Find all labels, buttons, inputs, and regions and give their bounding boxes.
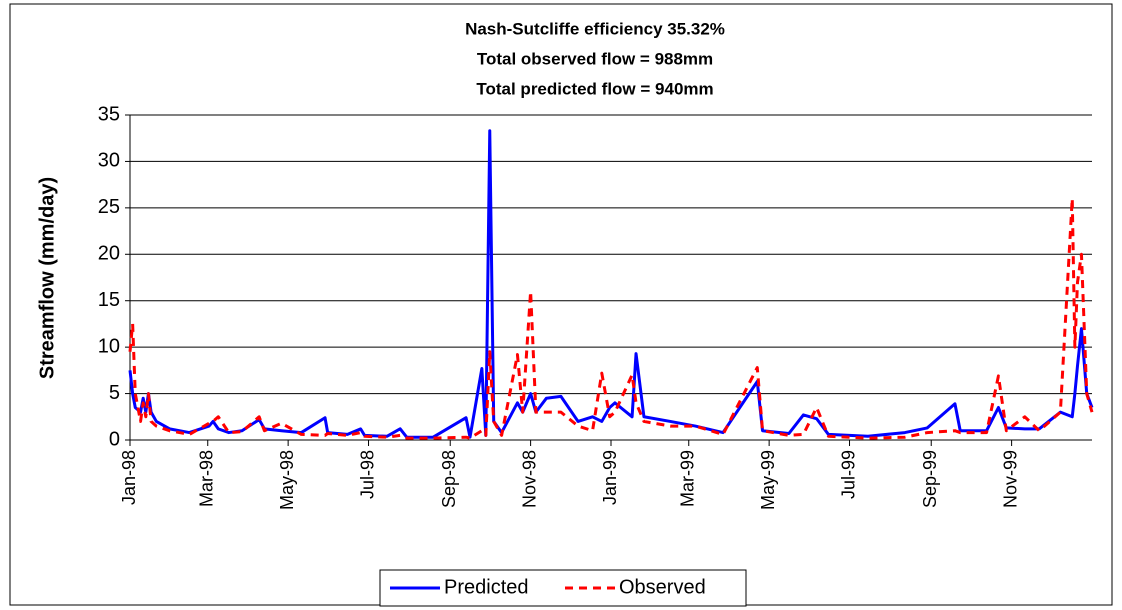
chart-title: Total observed flow = 988mm xyxy=(477,49,713,68)
x-tick-label: Mar-99 xyxy=(678,450,698,507)
legend-label: Predicted xyxy=(444,576,529,598)
x-tick-label: Jan-98 xyxy=(119,450,139,505)
y-tick-label: 20 xyxy=(98,243,120,265)
chart-title: Nash-Sutcliffe efficiency 35.32% xyxy=(465,19,725,38)
y-tick-label: 10 xyxy=(98,335,120,357)
x-tick-label: May-98 xyxy=(277,450,297,510)
y-tick-label: 5 xyxy=(109,382,120,404)
y-tick-label: 35 xyxy=(98,103,120,125)
x-tick-label: May-99 xyxy=(758,450,778,510)
y-tick-label: 15 xyxy=(98,289,120,311)
x-tick-label: Jul-99 xyxy=(838,450,858,499)
x-tick-label: Jan-99 xyxy=(600,450,620,505)
y-tick-label: 25 xyxy=(98,196,120,218)
x-tick-label: Sep-98 xyxy=(439,450,459,508)
series-line xyxy=(128,197,1094,440)
series-line xyxy=(128,129,1094,439)
chart-border xyxy=(9,3,1113,606)
legend-box xyxy=(379,569,747,607)
x-tick-label: Mar-98 xyxy=(197,450,217,507)
chart-title: Total predicted flow = 940mm xyxy=(476,79,713,98)
x-tick-label: Jul-98 xyxy=(357,450,377,499)
legend-label: Observed xyxy=(619,576,706,598)
y-tick-label: 0 xyxy=(109,428,120,450)
x-tick-label: Nov-98 xyxy=(519,450,539,508)
x-tick-label: Nov-99 xyxy=(1000,450,1020,508)
y-tick-label: 30 xyxy=(98,150,120,172)
x-tick-label: Sep-99 xyxy=(920,450,940,508)
y-axis-label: Streamflow (mm/day) xyxy=(36,177,58,379)
